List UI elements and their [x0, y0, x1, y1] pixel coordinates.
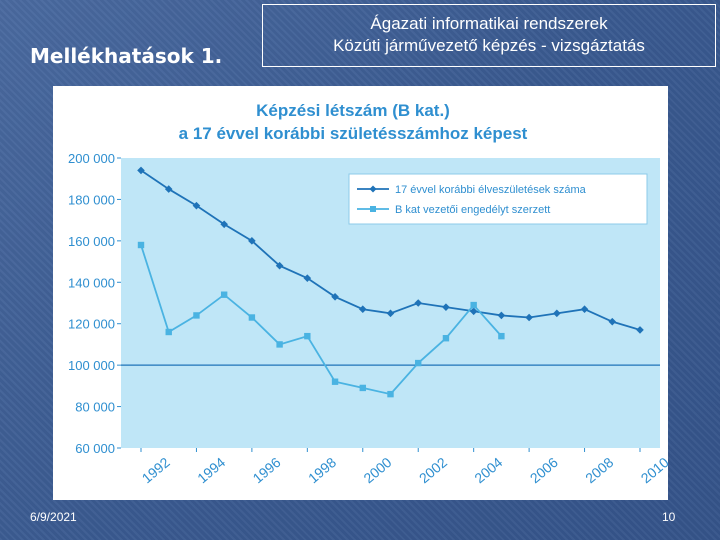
series-2-point: [387, 390, 394, 398]
legend-label-1: 17 évvel korábbi élveszületések száma: [395, 184, 587, 196]
series-2-point: [498, 332, 505, 340]
series-1-point: [580, 305, 589, 314]
header-line-2: Közúti járművezető képzés - vizsgáztatás: [333, 36, 645, 55]
page-number: 10: [662, 510, 676, 524]
x-tick-label: 1996: [250, 454, 284, 486]
series-line-2: [140, 244, 503, 396]
series-2-point: [304, 332, 311, 340]
y-tick-label: 80 000: [75, 400, 115, 415]
x-tick-label: 2008: [582, 454, 616, 486]
y-tick-label: 60 000: [75, 441, 115, 456]
series-1-point: [497, 311, 506, 320]
series-2-point: [470, 301, 477, 309]
chart-title: Képzési létszám (B kat.): [256, 101, 450, 120]
series-2-point: [193, 312, 200, 319]
header-line-1: Ágazati informatikai rendszerek: [370, 14, 608, 33]
series-1-point: [414, 299, 423, 307]
chart-container: Képzési létszám (B kat.) a 17 évvel korá…: [53, 86, 668, 500]
x-tick-label: 2000: [360, 454, 394, 486]
x-tick-label: 2006: [527, 454, 561, 486]
header-box: Ágazati informatikai rendszerek Közúti j…: [262, 4, 716, 67]
series-2-point: [165, 328, 172, 336]
footer-date: 6/9/2021: [30, 510, 77, 524]
series-1-point: [358, 305, 367, 314]
series-2-point: [359, 384, 366, 392]
y-tick-label: 160 000: [68, 234, 115, 249]
legend-marker-2: [370, 206, 376, 212]
x-tick-label: 2004: [471, 454, 505, 486]
series-1-point: [331, 292, 339, 301]
x-tick-label: 1998: [305, 454, 339, 486]
series-1-point: [553, 309, 561, 318]
series-1-point: [386, 309, 395, 318]
series-2-point: [220, 291, 228, 298]
legend-marker-1: [369, 185, 377, 193]
y-tick-label: 200 000: [68, 151, 115, 166]
x-tick-label: 1994: [194, 454, 228, 486]
series-1-point: [525, 313, 533, 322]
series-1-point: [469, 307, 478, 316]
series-1-point: [220, 220, 228, 229]
chart-svg: Képzési létszám (B kat.) a 17 évvel korá…: [68, 101, 668, 486]
series-1-point: [137, 166, 145, 175]
legend-label-2: B kat vezetői engedélyt szerzett: [395, 204, 550, 216]
series-1-point: [608, 317, 617, 326]
series-2-point: [331, 378, 339, 385]
x-tick-label: 2010: [638, 454, 668, 486]
series-1-point: [248, 237, 256, 245]
y-tick-label: 120 000: [68, 317, 115, 332]
y-tick-label: 100 000: [68, 358, 115, 373]
series-1-point: [192, 201, 201, 210]
series-2-point: [442, 335, 450, 342]
chart-subtitle: a 17 évvel korábbi születésszámhoz képes…: [179, 124, 528, 143]
slide-title: Mellékhatások 1.: [30, 44, 223, 68]
y-tick-label: 180 000: [68, 192, 115, 207]
series-2-point: [276, 341, 283, 348]
series-2-point: [415, 359, 422, 367]
series-1-point: [275, 261, 284, 270]
series-2-point: [248, 314, 256, 321]
series-1-point: [303, 274, 312, 282]
y-tick-label: 140 000: [68, 275, 115, 290]
series-2-point: [137, 241, 145, 249]
x-tick-label: 2002: [416, 454, 450, 486]
series-1-point: [636, 326, 644, 334]
series-1-point: [442, 303, 450, 311]
legend-box: [348, 173, 648, 225]
x-tick-label: 1992: [139, 454, 173, 486]
